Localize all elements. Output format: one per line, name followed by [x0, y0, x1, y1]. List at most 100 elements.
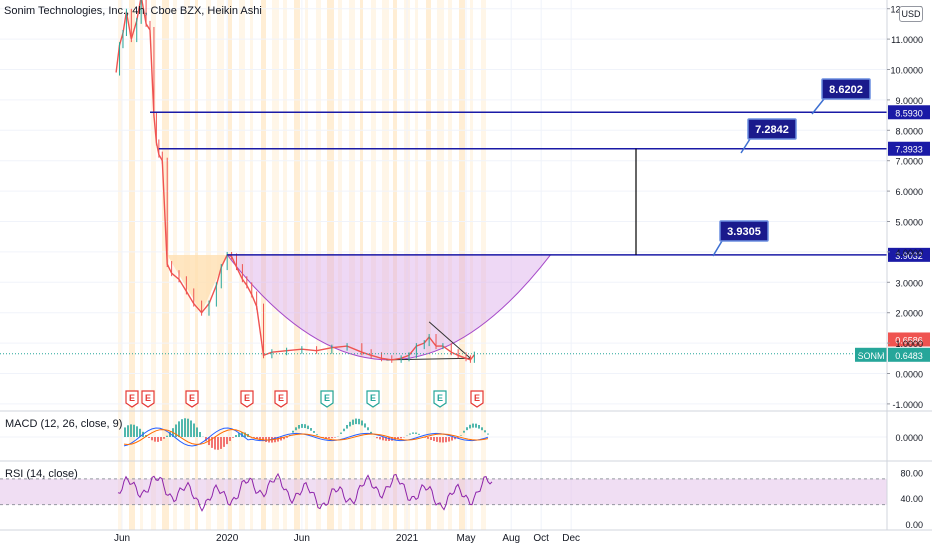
time-axis-tick: 2020 [216, 533, 239, 544]
macd-histogram-bar [178, 421, 180, 437]
callout-pointer [740, 138, 751, 154]
event-marker-label: E [278, 393, 284, 403]
macd-histogram-bar [190, 420, 192, 437]
macd-histogram-bar [346, 424, 348, 429]
level-callout-bg [747, 118, 797, 140]
macd-histogram-bar [379, 437, 381, 440]
macd-histogram-bar [169, 432, 171, 437]
time-axis-tick: May [457, 533, 476, 544]
macd-histogram-bar [187, 418, 189, 437]
session-band [162, 0, 169, 530]
macd-histogram-bar [400, 437, 402, 439]
macd-histogram-bar [235, 435, 237, 437]
macd-histogram-bar [277, 437, 279, 442]
macd-legend[interactable]: MACD (12, 26, close, 9) [5, 418, 123, 430]
time-axis-tick: Jun [114, 533, 130, 544]
macd-histogram-bar [184, 418, 186, 437]
price-axis-tick: 7.0000 [895, 157, 923, 167]
session-band [371, 0, 376, 530]
session-band [349, 0, 355, 530]
macd-histogram-bar [451, 437, 453, 441]
rsi-axis-tick: 80.00 [900, 468, 923, 478]
macd-histogram-bar [352, 419, 354, 425]
session-band [393, 0, 397, 530]
session-band [129, 0, 135, 530]
event-marker [141, 390, 155, 408]
session-band [415, 0, 418, 530]
session-band [481, 0, 486, 530]
session-band [272, 0, 279, 530]
price-axis-tick: -1.0000 [892, 400, 923, 410]
macd-histogram-bar [229, 437, 231, 441]
session-band [327, 0, 334, 530]
currency-button[interactable]: USD [899, 6, 923, 22]
level-axis-label-bg [888, 247, 930, 262]
session-band [294, 0, 300, 530]
price-axis-tick: 8.0000 [895, 126, 923, 136]
event-marker [470, 390, 484, 408]
macd-histogram-bar [340, 432, 342, 434]
price-label-bg [888, 347, 930, 362]
callout-pointer [811, 98, 825, 115]
macd-histogram-bar [256, 437, 258, 439]
time-axis-tick: Dec [562, 533, 580, 544]
horizontal-levels[interactable]: 8.5930 8.6202 7.3933 7.2842 3.9032 3.9305 0.65… [0, 78, 930, 362]
level-callout-bg [719, 220, 769, 242]
event-marker-label: E [324, 393, 330, 403]
event-marker [274, 390, 288, 408]
macd-pane: 0.0000 [0, 410, 932, 450]
macd-histogram-bar [160, 437, 162, 441]
macd-histogram-bar [469, 424, 471, 429]
rsi-axis-tick: 40.00 [900, 494, 923, 504]
macd-histogram-bar [349, 421, 351, 427]
macd-histogram-bar [391, 437, 393, 441]
macd-histogram-bar [127, 425, 129, 437]
price-axis-tick: 6.0000 [895, 187, 923, 197]
event-marker-label: E [437, 393, 443, 403]
macd-histogram-bar [223, 437, 225, 447]
macd-histogram-bar [442, 437, 444, 443]
macd-histogram-bar [151, 437, 153, 441]
event-marker-label: E [129, 393, 135, 403]
macd-histogram-bar [397, 437, 399, 440]
macd-histogram-bar [292, 430, 294, 433]
session-band [448, 0, 452, 530]
rsi-legend[interactable]: RSI (14, close) [5, 468, 78, 480]
handle-shade [167, 254, 228, 313]
macd-axis-tick: 0.0000 [895, 433, 923, 443]
event-marker-label: E [244, 393, 250, 403]
level-callout: 7.2842 [755, 124, 789, 136]
macd-histogram-bar [478, 424, 480, 429]
macd-histogram-bar [331, 437, 333, 439]
level-axis-label: 8.5930 [895, 108, 923, 118]
macd-histogram-bar [148, 437, 150, 438]
macd-histogram-bar [466, 427, 468, 431]
price-label: 0.6483 [895, 351, 923, 361]
macd-histogram-bar [328, 437, 330, 439]
macd-histogram-bar [283, 437, 285, 440]
session-band [140, 0, 143, 530]
macd-histogram-bar [364, 423, 366, 428]
symbol-title[interactable]: Sonim Technologies, Inc., 4h, Cboe BZX, … [4, 5, 262, 17]
macd-histogram-bar [457, 437, 459, 438]
macd-histogram-bar [409, 433, 411, 435]
time-axis-tick: Jun [294, 533, 310, 544]
macd-histogram-bar [175, 424, 177, 437]
macd-histogram-bar [376, 437, 378, 439]
macd-histogram-bar [481, 427, 483, 431]
time-axis-tick: Aug [502, 533, 520, 544]
macd-histogram-bar [133, 424, 135, 437]
session-band [151, 0, 156, 530]
session-band [250, 0, 253, 530]
macd-histogram-bar [358, 418, 360, 425]
level-axis-label: 7.3933 [895, 145, 923, 155]
signal-line [123, 428, 489, 446]
level-axis-label: 3.9032 [895, 251, 923, 261]
macd-histogram-bar [238, 433, 240, 437]
event-marker [240, 390, 254, 408]
macd-histogram-bar [301, 423, 303, 428]
gridlines [0, 0, 887, 530]
macd-histogram-bar [304, 424, 306, 429]
